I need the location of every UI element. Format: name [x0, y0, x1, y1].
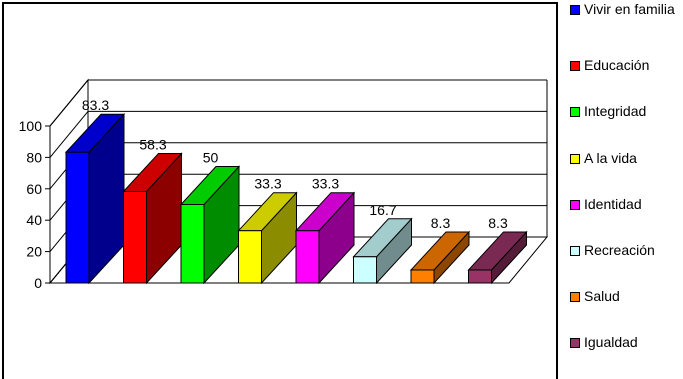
bar — [64, 112, 126, 285]
y-tick-label: 100 — [19, 118, 43, 134]
gridline-side — [49, 111, 89, 158]
legend-item: Recreación — [570, 243, 683, 258]
legend-label: Salud — [584, 288, 620, 304]
legend-item: Salud — [570, 289, 683, 304]
y-tick-label: 0 — [34, 275, 42, 291]
bar — [409, 230, 471, 285]
legend-label: Igualdad — [584, 334, 638, 350]
legend-swatch-a-la-vida — [570, 154, 580, 164]
bar-front — [123, 190, 147, 284]
data-label: 33.3 — [254, 176, 281, 192]
legend-swatch-integridad — [570, 107, 580, 117]
legend-item: Integridad — [570, 104, 683, 119]
gridline-side — [49, 79, 89, 127]
y-tick-label: 20 — [26, 244, 42, 260]
legend-item: A la vida — [570, 151, 683, 166]
bar — [179, 165, 241, 285]
legend-item: Vivir en familia — [570, 2, 683, 17]
y-tick-label: 40 — [26, 212, 42, 228]
data-label: 33.3 — [312, 176, 339, 192]
legend-swatch-identidad — [570, 200, 580, 210]
legend-label: Vivir en familia — [584, 1, 675, 17]
legend-label: A la vida — [584, 150, 637, 166]
data-label: 83.3 — [82, 97, 109, 113]
legend-label: Recreación — [584, 242, 655, 258]
legend-swatch-educacion — [570, 61, 580, 71]
data-label: 16.7 — [369, 202, 396, 218]
bar-front — [238, 230, 262, 284]
bar-front — [353, 256, 377, 284]
data-labels: 83.3 58.3 50 33.3 33.3 16.7 8.3 8.3 — [82, 97, 508, 231]
legend-item: Educación — [570, 58, 683, 73]
data-label: 58.3 — [139, 136, 166, 152]
legend-item: Identidad — [570, 197, 683, 212]
data-label: 50 — [203, 150, 219, 166]
legend-swatch-vivir-en-familia — [570, 5, 580, 15]
legend-label: Educación — [584, 57, 650, 73]
bar — [352, 217, 413, 285]
bar — [294, 191, 356, 285]
legend-swatch-recreacion — [570, 246, 580, 256]
bar-front — [180, 204, 205, 284]
bar-front — [65, 151, 90, 284]
y-tick-label: 80 — [26, 149, 42, 165]
bar-front — [468, 269, 492, 284]
bars — [64, 112, 528, 285]
legend-item: Igualdad — [570, 335, 683, 350]
y-axis: 0 20 40 60 80 100 — [19, 118, 51, 291]
y-tick-label: 60 — [26, 181, 42, 197]
legend: Vivir en familia Educación Integridad A … — [566, 2, 683, 379]
legend-swatch-salud — [570, 292, 580, 302]
data-label: 8.3 — [431, 215, 451, 231]
bar-front — [410, 269, 435, 284]
legend-label: Identidad — [584, 196, 642, 212]
bar — [122, 152, 183, 285]
legend-swatch-igualdad — [570, 338, 580, 348]
legend-label: Integridad — [584, 103, 647, 119]
bar-front — [295, 230, 320, 284]
bar — [467, 230, 528, 285]
data-label: 8.3 — [488, 215, 508, 231]
bar — [237, 191, 298, 285]
